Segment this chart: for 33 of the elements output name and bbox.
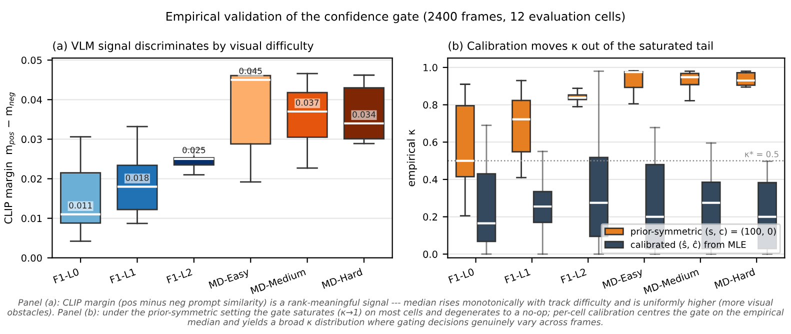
chart-title: (a) VLM signal discriminates by visual difficulty	[53, 41, 314, 52]
y-axis-title: empirical κ	[406, 129, 417, 186]
y-tick-label: 0.00	[21, 254, 42, 262]
legend-label: calibrated (ŝ, ĉ) from MLE	[630, 240, 746, 250]
annotation: 0.045	[239, 68, 262, 74]
legend-label: prior-symmetric (s, c) = (100, 0)	[631, 228, 776, 236]
annotation: 0.025	[182, 146, 206, 154]
x-tick-label: F1-L0	[53, 268, 80, 284]
x-tick-label: F1-L2	[560, 268, 586, 284]
y-tick-label: 0.2	[423, 213, 438, 221]
text: Panel (a): CLIP margin (pos minus neg prompt similarity) is a rank-meaningful signal --- median rises monotonically with track difficulty and is uniformly higher (more visual obstacles). Panel (b): under the prior-symmetric setting the gate saturates (κ→1) on most cells and degenerates to a no-op; per-cell calibration centres the gate on the empirical median and yields a broad κ distribution where gating decisions genuinely vary across frames.	[8, 298, 784, 327]
ref-line-label: κ* = 0.5	[745, 150, 778, 158]
chart-title: (b) Calibration moves κ out of the saturated tail	[448, 41, 713, 52]
x-tick-label: F1-L2	[166, 268, 192, 284]
annotation: 0.037	[296, 99, 319, 106]
y-tick-label: 0.05	[21, 56, 42, 64]
y-tick-label: 0.8	[423, 101, 438, 109]
y-tick-label: 0.4	[423, 176, 438, 184]
y-tick-label: 0.04	[21, 96, 42, 104]
y-tick-label: 0.02	[21, 175, 42, 183]
x-tick-label: F1-L1	[110, 268, 136, 284]
y-tick-label: 0.0	[423, 250, 438, 258]
y-tick-label: 0.01	[21, 214, 42, 222]
y-tick-label: 0.6	[423, 138, 438, 146]
annotation: 0.018	[126, 174, 149, 181]
x-tick-label: F1-L1	[504, 268, 530, 284]
annotation: 0.034	[352, 111, 376, 118]
y-tick-label: 1.0	[424, 64, 438, 72]
y-tick-label: 0.03	[21, 136, 42, 144]
annotation: 0.011	[69, 202, 92, 209]
text: Empirical validation of the confidence gate (2400 frames, 12 evaluation cells)	[166, 12, 625, 24]
x-tick-label: F1-L0	[448, 268, 475, 284]
y-axis-title: CLIP margin m$_{pos}$ − m$_{neg}$	[4, 92, 16, 224]
